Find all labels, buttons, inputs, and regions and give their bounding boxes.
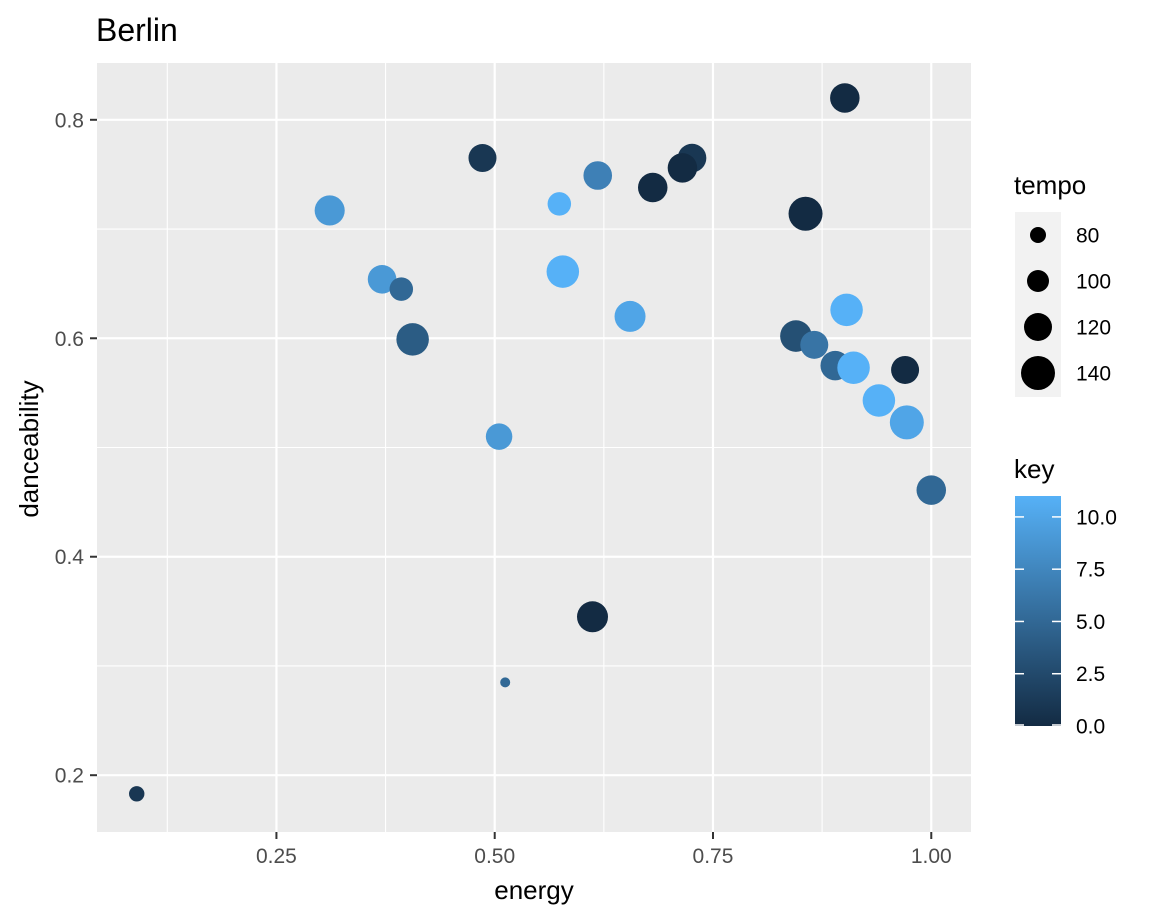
data-point: [800, 330, 829, 359]
data-point: [614, 300, 646, 332]
tempo-legend-label: 120: [1076, 317, 1111, 340]
key-legend-label: 5.0: [1076, 611, 1105, 634]
data-points: [129, 83, 947, 802]
data-point: [396, 323, 429, 356]
tempo-legend-title: tempo: [1014, 170, 1086, 200]
tempo-size-legend: tempo 80 100 120 140: [1014, 170, 1111, 397]
data-point: [916, 475, 947, 505]
data-point: [129, 786, 145, 802]
data-point: [862, 384, 896, 417]
data-point: [830, 293, 863, 327]
x-tick-label: 1.00: [911, 845, 952, 868]
data-point: [468, 144, 497, 173]
data-point: [637, 172, 668, 203]
y-axis: 0.2 0.4 0.6 0.8: [55, 109, 97, 788]
data-point: [889, 405, 924, 440]
tempo-legend-label: 80: [1076, 225, 1099, 248]
tempo-legend-symbol: [1021, 356, 1055, 390]
x-tick-label: 0.50: [474, 845, 515, 868]
data-point: [485, 423, 513, 450]
data-point: [830, 83, 860, 113]
key-legend-label: 10.0: [1076, 506, 1117, 529]
data-point: [367, 264, 397, 294]
data-point: [837, 351, 870, 385]
data-point: [788, 196, 823, 231]
tempo-legend-label: 140: [1076, 363, 1111, 386]
minor-gridlines: [97, 63, 971, 832]
data-point: [583, 161, 613, 190]
x-tick-label: 0.75: [693, 845, 734, 868]
major-gridlines: [97, 63, 971, 832]
tempo-legend-symbol: [1027, 270, 1049, 292]
data-point: [547, 192, 572, 216]
x-tick-label: 0.25: [256, 845, 297, 868]
data-point: [576, 601, 608, 633]
key-legend-title: key: [1014, 454, 1054, 484]
chart-title: Berlin: [96, 12, 178, 48]
x-axis: 0.25 0.50 0.75 1.00: [256, 832, 952, 868]
data-point: [314, 195, 345, 226]
x-axis-title: energy: [494, 875, 574, 905]
tempo-legend-symbol: [1030, 227, 1046, 243]
tempo-legend-symbol: [1024, 313, 1052, 341]
key-legend-label: 0.0: [1076, 716, 1105, 739]
tempo-legend-label: 100: [1076, 271, 1111, 294]
data-point: [667, 153, 698, 183]
y-tick-label: 0.2: [55, 765, 84, 788]
y-tick-label: 0.8: [55, 109, 84, 132]
key-legend-label: 2.5: [1076, 663, 1105, 686]
y-tick-label: 0.4: [55, 546, 85, 569]
data-point: [891, 355, 920, 384]
y-tick-label: 0.6: [55, 328, 84, 351]
data-point: [389, 277, 414, 301]
key-colorbar: [1015, 496, 1061, 726]
key-color-legend: key 0.0 2.5 5.0 7.5 10.0: [1014, 454, 1117, 739]
data-point: [500, 677, 511, 688]
y-axis-title: danceability: [14, 380, 44, 517]
data-point: [546, 255, 580, 288]
key-legend-label: 7.5: [1076, 559, 1105, 582]
